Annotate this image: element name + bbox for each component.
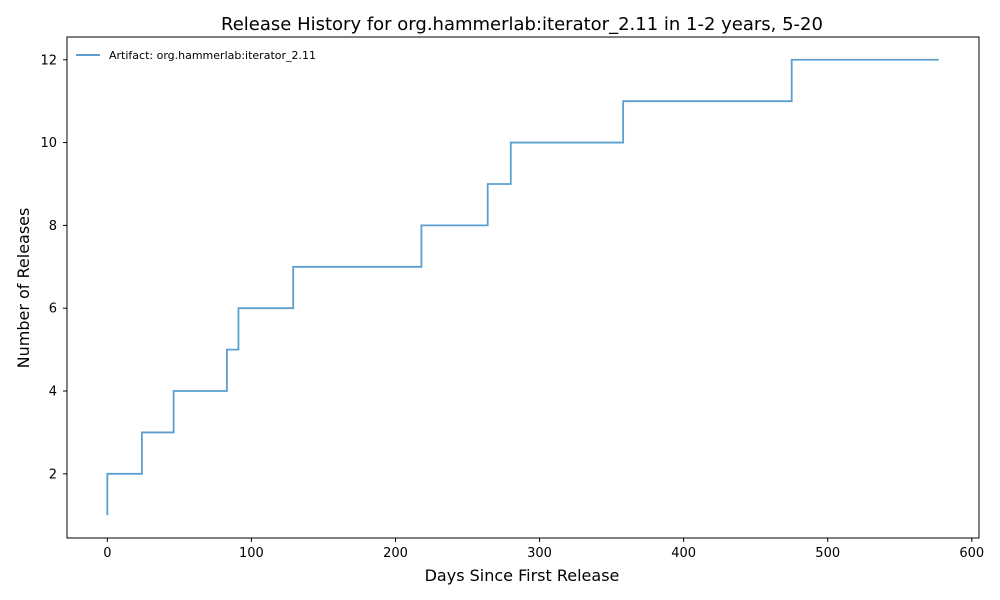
series-layer — [106, 58, 939, 516]
y-tick-label: 2 — [49, 467, 57, 482]
legend-label: Artifact: org.hammerlab:iterator_2.11 — [109, 49, 316, 62]
legend: Artifact: org.hammerlab:iterator_2.11 — [76, 49, 316, 62]
x-tick-label: 0 — [103, 546, 111, 561]
plot-area-frame — [66, 36, 980, 539]
x-tick-label: 600 — [959, 546, 984, 561]
x-tick-label: 400 — [671, 546, 696, 561]
x-tick-label: 300 — [527, 546, 552, 561]
x-axis-ticks: 0 100 200 300 400 500 600 — [103, 538, 984, 561]
x-tick-label: 200 — [383, 546, 408, 561]
x-tick-label: 100 — [239, 546, 264, 561]
y-tick-label: 10 — [40, 136, 57, 151]
y-axis-label: Number of Releases — [14, 208, 33, 369]
y-tick-label: 8 — [49, 219, 57, 234]
release-step-line — [106, 58, 939, 516]
x-tick-label: 500 — [815, 546, 840, 561]
y-axis-ticks: 2 4 6 8 10 12 — [40, 53, 67, 482]
y-tick-label: 6 — [49, 302, 57, 317]
y-tick-label: 12 — [40, 53, 57, 68]
x-axis-label: Days Since First Release — [425, 566, 620, 585]
chart-title: Release History for org.hammerlab:iterat… — [221, 14, 823, 35]
y-tick-label: 4 — [49, 385, 57, 400]
